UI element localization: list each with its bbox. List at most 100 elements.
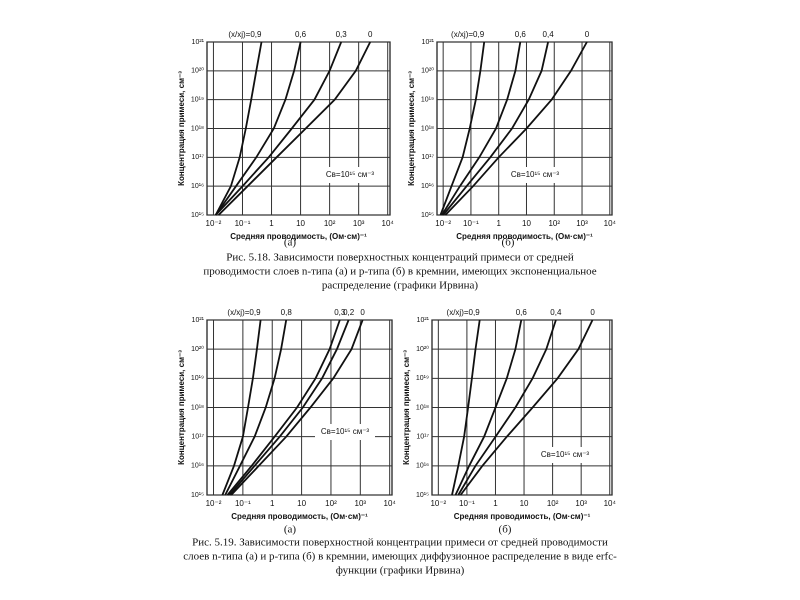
y-tick-label: 10¹⁹ [416,375,429,382]
x-tick-label: 10³ [355,499,367,508]
x-tick-label: 1 [270,499,275,508]
y-axis-label: Концентрация примеси, см⁻³ [177,71,186,186]
curve-label: 0 [590,308,595,317]
x-axis-label: Средняя проводимость, (Ом·см)⁻¹ [456,232,593,241]
curve-label: 0,4 [543,30,555,39]
y-tick-label: 10¹⁷ [416,434,429,441]
curve [217,41,372,216]
x-tick-label: 10⁴ [384,499,397,508]
annotation-box [505,167,565,183]
curve-label: (x/xj)=0,9 [447,308,481,317]
x-tick-label: 10⁻² [430,499,446,508]
annotation-box [315,424,375,440]
y-tick-label: 10¹⁵ [421,212,434,219]
x-tick-label: 10² [548,219,560,228]
curve-label: (x/xj)=0,9 [227,308,261,317]
x-axis-label: Средняя проводимость, (Ом·см)⁻¹ [231,512,368,521]
y-tick-label: 10²⁰ [421,67,434,75]
curve [224,319,288,496]
annotation: Cв=10¹⁵ см⁻³ [326,170,375,179]
y-tick-label: 10¹⁹ [191,375,204,382]
x-tick-label: 10⁻¹ [459,499,475,508]
curve [221,319,262,496]
caption-line: Рис. 5.19. Зависимости поверхностной кон… [192,537,608,549]
x-tick-label: 10⁴ [604,219,617,228]
x-tick-label: 10² [324,219,336,228]
y-tick-label: 10¹⁷ [191,434,204,441]
curve [454,319,523,496]
x-tick-label: 10⁻¹ [235,499,251,508]
y-tick-label: 10¹⁶ [421,183,434,190]
curve-label: 0,2 [343,308,355,317]
x-tick-label: 1 [269,219,274,228]
annotation: Cв=10¹⁵ см⁻³ [541,450,590,459]
curve-label: 0,6 [295,30,307,39]
caption-line: слоев n-типа (а) и p-типа (б) в кремнии,… [183,551,617,563]
annotation: Cв=10¹⁵ см⁻³ [321,427,370,436]
y-axis-label: Концентрация примеси, см⁻³ [177,350,186,465]
panel-label: (б) [499,524,512,536]
x-tick-label: 10⁻² [206,219,222,228]
panel-label: (а) [284,237,297,249]
annotation: Cв=10¹⁵ см⁻³ [511,170,560,179]
curve-label: 0 [368,30,373,39]
y-tick-label: 10¹⁸ [191,404,204,411]
curve [441,41,522,216]
curve-label: 0 [360,308,365,317]
x-tick-label: 1 [493,499,498,508]
y-tick-label: 10¹⁶ [191,463,204,470]
caption-line: функции (графики Ирвина) [336,565,465,577]
curve-label: (x/xj)=0,9 [451,30,485,39]
x-tick-label: 10⁴ [382,219,395,228]
y-tick-label: 10²⁰ [416,345,429,353]
caption-line: проводимости слоев n-типа (а) и p-типа (… [203,266,596,278]
x-tick-label: 10⁴ [604,499,617,508]
curve-label: 0,6 [515,30,527,39]
curve [439,41,486,216]
curve [226,319,341,496]
y-tick-label: 10²¹ [192,317,205,324]
y-axis-label: Концентрация примеси, см⁻³ [402,350,411,465]
x-tick-label: 10³ [575,499,587,508]
curve [214,41,263,216]
curve [459,319,594,496]
x-tick-label: 10³ [576,219,588,228]
x-tick-label: 10 [297,499,306,508]
curve [457,319,557,496]
x-tick-label: 10⁻¹ [463,219,479,228]
y-tick-label: 10²⁰ [191,67,204,75]
curve-label: 0 [585,30,590,39]
panel-label: (а) [284,524,297,536]
curve-label: 0,3 [336,30,348,39]
y-tick-label: 10¹⁵ [416,492,429,499]
curve-label: (x/xj)=0,9 [228,30,262,39]
y-tick-label: 10¹⁸ [416,404,429,411]
curve [444,41,588,216]
y-tick-label: 10²¹ [422,39,435,46]
y-tick-label: 10²¹ [417,317,430,324]
x-tick-label: 10⁻² [435,219,451,228]
y-tick-label: 10¹⁵ [191,492,204,499]
curve [442,41,549,216]
y-tick-label: 10¹⁷ [421,154,434,161]
y-tick-label: 10¹⁸ [421,125,434,132]
curve [214,41,302,216]
y-tick-label: 10¹⁹ [191,97,204,104]
curve [451,319,481,496]
annotation-box [535,447,595,463]
caption-line: распределение (графики Ирвина) [322,280,478,292]
x-tick-label: 10⁻² [206,499,222,508]
annotation-box [320,167,380,183]
y-tick-label: 10¹⁶ [416,463,429,470]
x-axis-label: Средняя проводимость, (Ом·см)⁻¹ [454,512,591,521]
x-tick-label: 10 [522,219,531,228]
x-tick-label: 10² [325,499,337,508]
curve-label: 0,3 [334,308,346,317]
y-tick-label: 10¹⁵ [191,212,204,219]
curve [215,41,343,216]
curve-label: 0,6 [516,308,528,317]
x-tick-label: 1 [496,219,501,228]
y-tick-label: 10²¹ [192,39,205,46]
y-tick-label: 10¹⁸ [191,125,204,132]
x-tick-label: 10⁻¹ [235,219,251,228]
